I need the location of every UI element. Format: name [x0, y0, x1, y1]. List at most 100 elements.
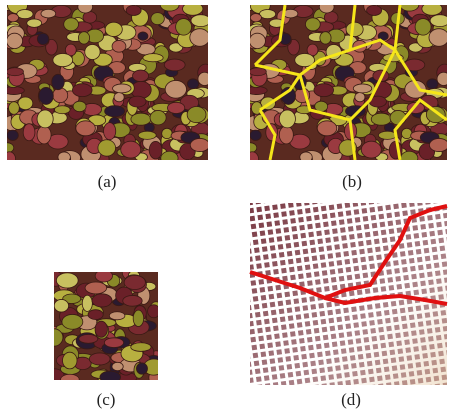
olive [105, 106, 125, 117]
olive [104, 123, 116, 140]
olive [187, 106, 206, 122]
olive [109, 312, 125, 320]
olive [112, 362, 123, 370]
olive [361, 141, 381, 158]
image-c [45, 264, 164, 385]
olive [88, 310, 103, 320]
olive [39, 87, 54, 104]
olive [402, 128, 413, 138]
olive [162, 128, 173, 138]
figure: (a) (b) (c) (d) [0, 0, 453, 412]
olive [3, 152, 15, 166]
olive [133, 70, 149, 81]
olive [82, 295, 92, 311]
olive [319, 1, 334, 13]
olive [315, 101, 328, 111]
olive [317, 121, 337, 136]
caption: (d) [341, 390, 361, 409]
olive [191, 15, 211, 27]
olive [246, 152, 258, 166]
olive [55, 106, 71, 114]
olive [78, 1, 93, 13]
olive [98, 140, 116, 156]
olive [165, 80, 186, 98]
olive [400, 0, 419, 11]
olive [53, 54, 73, 67]
olive [85, 44, 100, 59]
olive [250, 14, 261, 22]
olive [64, 18, 79, 31]
olive [37, 126, 51, 144]
olive [429, 138, 448, 151]
olive [62, 314, 83, 329]
caption: (c) [97, 390, 116, 409]
olive [259, 9, 275, 18]
olive [314, 84, 334, 97]
olive [320, 32, 331, 44]
olive [105, 22, 122, 36]
olive [401, 151, 418, 165]
olive [243, 143, 256, 153]
olive [151, 13, 164, 25]
olive [164, 59, 185, 71]
olive [378, 131, 396, 139]
olive [45, 329, 63, 346]
olive [6, 68, 23, 76]
olive [161, 151, 178, 165]
olive [279, 126, 293, 144]
olive [112, 40, 126, 52]
olive [7, 14, 18, 22]
olive [121, 141, 141, 158]
olive [76, 121, 96, 136]
olive [437, 72, 450, 85]
olive [9, 102, 20, 115]
olive [346, 22, 363, 36]
olive [422, 2, 442, 15]
olive [0, 143, 13, 153]
olive [23, 124, 35, 141]
olive [89, 353, 110, 365]
olive [131, 113, 151, 125]
caption: (b) [342, 172, 362, 191]
caption: (a) [98, 172, 117, 191]
olive [95, 321, 107, 337]
olive [136, 363, 147, 374]
olive [73, 101, 86, 111]
olive [279, 110, 295, 128]
olive [249, 33, 265, 48]
olive [198, 72, 211, 85]
olive [92, 294, 112, 307]
olive [138, 32, 148, 40]
olive [367, 5, 382, 15]
olive [187, 79, 198, 89]
olive [150, 110, 166, 124]
olive [149, 141, 162, 159]
olive [355, 92, 365, 101]
olive [95, 270, 112, 282]
olive [18, 97, 33, 110]
olive [429, 29, 449, 47]
olive [37, 110, 53, 128]
olive [17, 9, 33, 18]
olive [138, 131, 156, 139]
olive [250, 130, 261, 140]
olive [41, 9, 56, 18]
olive [129, 96, 146, 107]
olive [123, 295, 142, 306]
olive [63, 352, 78, 369]
olive [183, 2, 203, 15]
olive [85, 282, 107, 294]
olive [114, 92, 124, 101]
image-a [0, 0, 214, 167]
olive [426, 106, 445, 122]
olive [305, 18, 320, 31]
olive [249, 68, 266, 76]
olive [79, 335, 98, 344]
olive [143, 54, 163, 62]
olive [7, 33, 23, 48]
olive [37, 33, 49, 44]
olive [72, 84, 92, 97]
olive [427, 79, 438, 89]
olive [190, 29, 210, 47]
olive [126, 5, 141, 15]
